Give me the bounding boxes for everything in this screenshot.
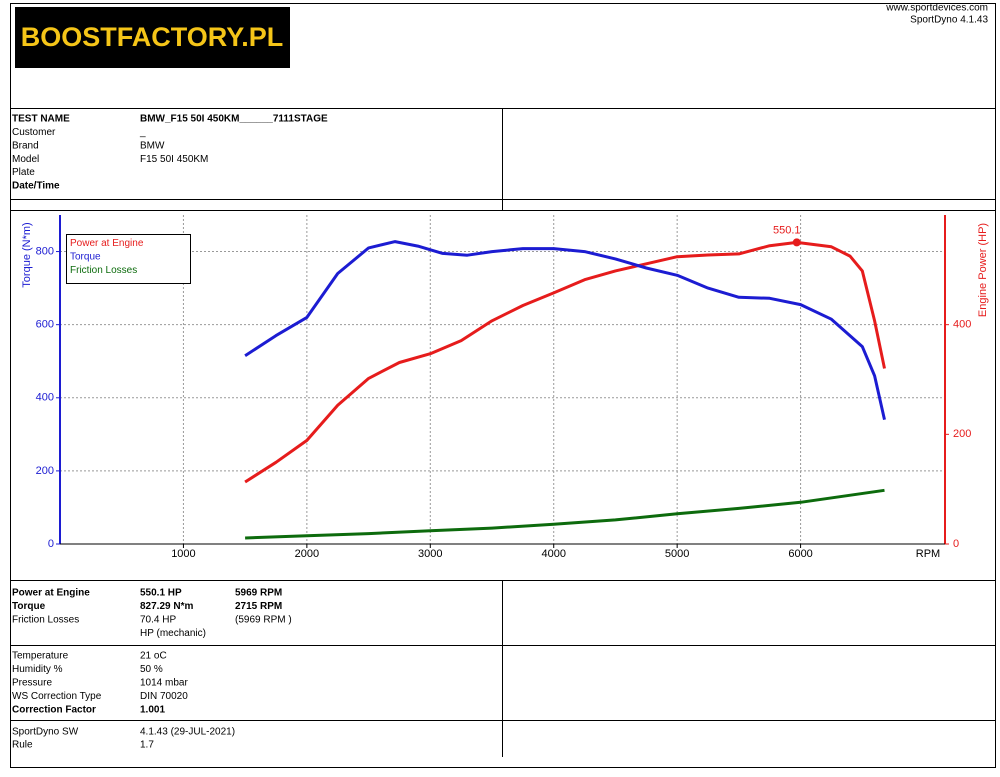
y2-tick-label: 400 (953, 319, 971, 331)
field-label: Date/Time (12, 181, 60, 192)
field-label: SportDyno SW (12, 727, 79, 738)
legend-entry: Torque (70, 252, 101, 263)
y-tick-label: 200 (36, 465, 54, 477)
x-tick-label: 1000 (171, 548, 195, 560)
field-value: (5969 RPM ) (235, 614, 292, 625)
field-label: Pressure (12, 678, 52, 689)
peak-marker (792, 238, 801, 247)
y-axis-label: Torque (N*m) (21, 222, 33, 287)
field-label: Rule (12, 740, 33, 751)
field-value: 1014 mbar (140, 678, 188, 689)
field-value: HP (mechanic) (140, 628, 206, 639)
field-label: Torque (12, 601, 46, 612)
y-tick-label: 600 (36, 319, 54, 331)
series-line (244, 240, 886, 421)
legend-entry: Power at Engine (70, 238, 144, 249)
dividers (10, 108, 995, 757)
page-border (10, 3, 996, 768)
legend-entry: Friction Losses (70, 265, 137, 276)
x-tick-label: 2000 (295, 548, 319, 560)
field-label: Power at Engine (12, 588, 90, 599)
field-label: TEST NAME (12, 114, 70, 125)
legend-box (66, 234, 191, 284)
field-label: Model (12, 154, 39, 165)
y2-tick-label: 0 (953, 538, 959, 550)
y2-tick-label: 200 (953, 428, 971, 440)
y-tick-label: 0 (48, 538, 54, 550)
field-label: Customer (12, 127, 56, 138)
field-label: Plate (12, 167, 35, 178)
field-value: 5969 RPM (235, 588, 282, 599)
x-tick-label: 5000 (665, 548, 689, 560)
field-value: BMW_F15 50I 450KM______7111STAGE (140, 114, 328, 125)
field-label: Correction Factor (12, 705, 96, 716)
field-label: Brand (12, 140, 39, 151)
x-axis-label: RPM (916, 548, 940, 560)
y-tick-label: 800 (36, 245, 54, 257)
field-value: F15 50I 450KM (140, 154, 208, 165)
field-label: Friction Losses (12, 614, 79, 625)
field-value: 4.1.43 (29-JUL-2021) (140, 727, 235, 738)
field-value: 1.001 (140, 705, 165, 716)
field-value: 70.4 HP (140, 614, 176, 625)
field-label: Humidity % (12, 664, 63, 675)
field-value: 2715 RPM (235, 601, 282, 612)
field-value: 21 oC (140, 651, 167, 662)
field-value: 50 % (140, 664, 163, 675)
field-value: 1.7 (140, 740, 154, 751)
y2-axis-label: Engine Power (HP) (977, 223, 989, 317)
series-line (245, 488, 885, 540)
field-label: Temperature (12, 651, 69, 662)
software: SportDyno 4.1.43 (910, 15, 988, 26)
x-tick-label: 6000 (788, 548, 812, 560)
field-label: WS Correction Type (12, 691, 102, 702)
x-tick-label: 3000 (418, 548, 442, 560)
x-tick-label: 4000 (541, 548, 565, 560)
y-tick-label: 400 (36, 392, 54, 404)
field-value: 550.1 HP (140, 588, 182, 599)
logo-box (15, 7, 290, 68)
field-value: 827.29 N*m (140, 601, 193, 612)
logo: BOOSTFACTORY.PL (21, 22, 284, 52)
field-value: _ (139, 127, 146, 138)
site: www.sportdevices.com (885, 3, 988, 14)
peak-label: 550.1 (773, 224, 801, 236)
series-line (244, 240, 886, 484)
field-value: BMW (140, 140, 165, 151)
field-value: DIN 70020 (140, 691, 188, 702)
